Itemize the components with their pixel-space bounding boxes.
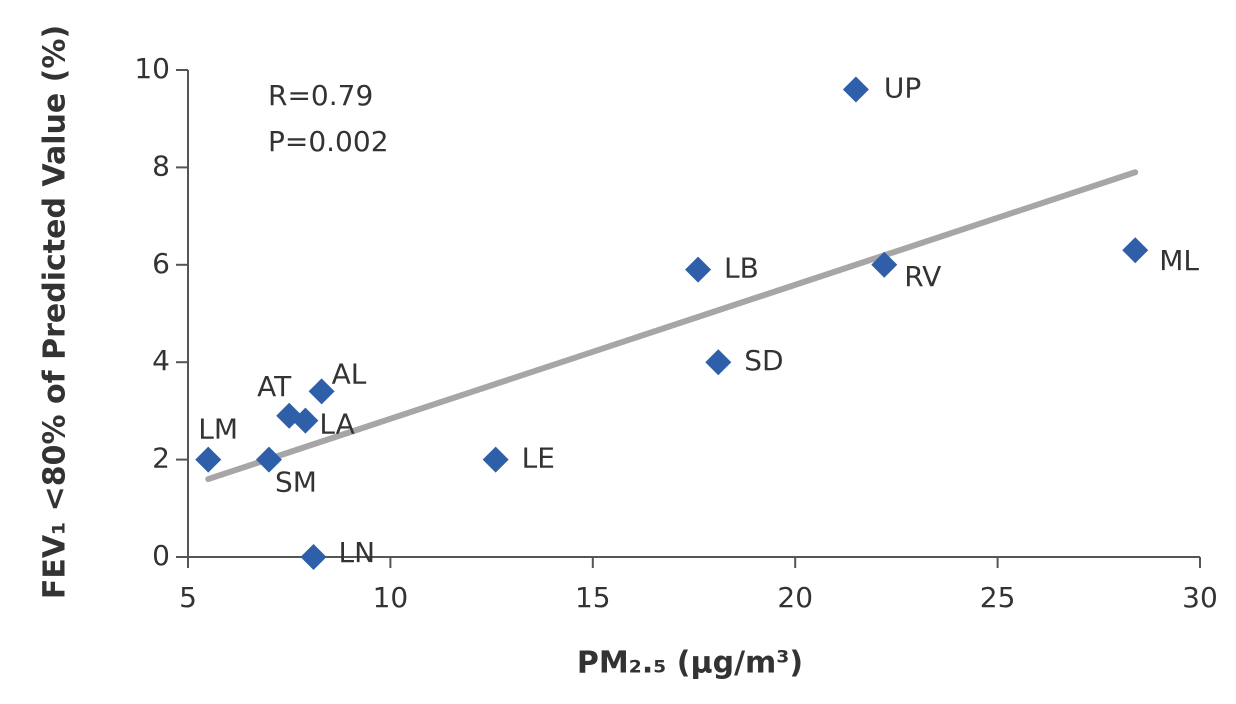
point-label: LA	[319, 408, 354, 441]
y-tick-label: 2	[152, 442, 170, 475]
x-tick-label: 25	[980, 581, 1016, 614]
data-point	[871, 251, 898, 278]
data-point	[705, 349, 732, 376]
data-point	[482, 446, 509, 473]
point-label: AL	[332, 357, 367, 390]
point-label: RV	[904, 260, 941, 293]
point-label: ML	[1159, 244, 1199, 277]
x-tick-label: 10	[373, 581, 409, 614]
x-tick-label: 15	[575, 581, 611, 614]
x-tick-label: 30	[1182, 581, 1218, 614]
point-label: LE	[522, 442, 555, 475]
annotation: R=0.79	[268, 79, 373, 112]
y-tick-label: 10	[134, 52, 170, 85]
x-tick-label: 20	[777, 581, 813, 614]
y-tick-label: 8	[152, 149, 170, 182]
y-tick-label: 6	[152, 247, 170, 280]
data-point	[685, 256, 712, 283]
data-point	[195, 446, 222, 473]
x-axis-label: PM₂.₅ (μg/m³)	[577, 646, 803, 681]
x-tick-label: 5	[179, 581, 197, 614]
point-label: LN	[338, 536, 375, 569]
data-point	[1122, 237, 1149, 264]
annotation: P=0.002	[268, 125, 389, 158]
point-label: LM	[198, 413, 238, 446]
y-axis-label: FEV₁ <80% of Predicted Value (%)	[38, 25, 73, 599]
data-point	[308, 378, 335, 405]
y-tick-label: 4	[152, 344, 170, 377]
point-label: SM	[275, 466, 317, 499]
y-tick-label: 0	[152, 539, 170, 572]
data-point	[842, 76, 869, 103]
point-label: LB	[724, 252, 759, 285]
data-point	[300, 544, 327, 570]
point-label: UP	[884, 71, 921, 104]
data-point	[292, 407, 319, 434]
point-label: AT	[257, 370, 292, 403]
trend-line	[205, 169, 1139, 483]
point-label: SD	[744, 344, 783, 377]
data-point	[255, 446, 282, 473]
